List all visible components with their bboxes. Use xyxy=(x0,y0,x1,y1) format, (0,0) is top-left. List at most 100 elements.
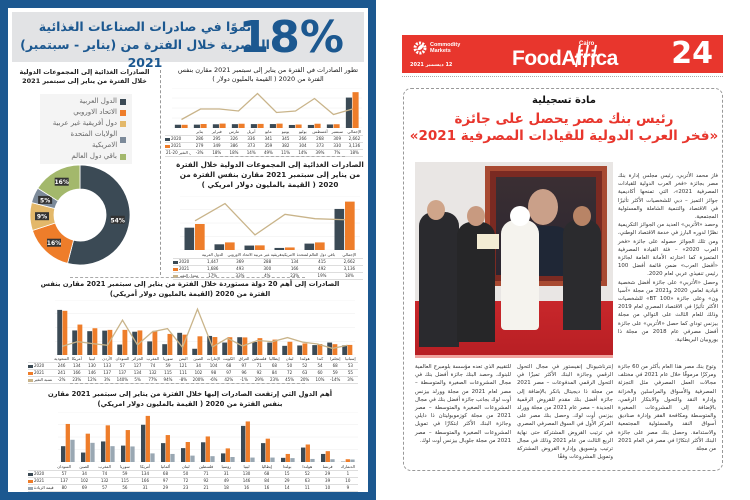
article-paragraph: وحصل «الأتربي» على جائزة أفضل شخصية قياد… xyxy=(618,279,719,344)
bar-قيمة الزيادة-فرنسا xyxy=(330,459,335,462)
category-label: بولندا xyxy=(276,464,298,471)
table-cell: 359 xyxy=(259,143,277,150)
bar-2021-اليمن xyxy=(182,334,188,355)
table-cell: 102 xyxy=(74,478,95,485)
bar-2021-ليبيا xyxy=(245,421,250,462)
category-label: هولندا xyxy=(297,464,318,471)
table-cell: 16 xyxy=(256,485,277,492)
table-cell: 166 xyxy=(69,370,85,377)
wheat-logo-icon xyxy=(574,44,598,68)
bar-2021-الدول العربية xyxy=(195,223,205,250)
table-cell: 1,686 xyxy=(199,266,227,273)
partner-logo-text: Commodity Markets xyxy=(430,42,461,54)
series-swatch xyxy=(173,260,178,264)
table-cell: 57 xyxy=(114,363,130,370)
table-cell: 68 xyxy=(155,471,176,478)
bar-قيمة الزيادة-المغرب xyxy=(110,446,115,462)
bar-2021-السعودية xyxy=(62,310,68,355)
table-cell: 34 xyxy=(190,363,206,370)
person xyxy=(419,212,459,347)
table-cell: 121 xyxy=(175,363,191,370)
bar-2020-الدول العربية xyxy=(184,227,195,250)
row-label: معدل التغير 20-21 xyxy=(165,150,191,157)
table-cell: 132 xyxy=(94,478,115,485)
page-number: 24 xyxy=(671,36,713,71)
table-cell: 373 xyxy=(311,143,329,150)
article-intro: فاز محمد الأتربي، رئيس مجلس إدارة بنك مص… xyxy=(618,172,718,344)
table-cell: 74 xyxy=(94,471,115,478)
table-cell: 52 xyxy=(297,471,318,478)
series-swatch xyxy=(28,378,33,382)
donut-slice-الدول العربية xyxy=(67,164,131,266)
category-label: إسبانيا xyxy=(342,356,358,363)
bar-2020-العراق xyxy=(237,337,243,355)
bar-2021-الاتحاد الاوروبي xyxy=(225,242,235,250)
category-label: روسيا xyxy=(216,464,237,471)
brand-name: FoodAfrica xyxy=(512,47,618,70)
bar-2021-المغرب xyxy=(105,425,110,462)
table-cell: 295 xyxy=(208,136,226,143)
top20-exports-table: السعودية أمريكا ليبيا الأردن السودان الجزائر ا… xyxy=(28,356,358,384)
table-cell: 71 xyxy=(195,471,217,478)
category-label: الصين xyxy=(74,464,95,471)
bar-2020-ليبيا xyxy=(241,425,246,462)
table-cell: 34 xyxy=(74,471,95,478)
table-cell: 134 xyxy=(135,471,156,478)
slice-label: 5% xyxy=(40,197,50,204)
bar-2021-الإجمالي xyxy=(345,201,355,250)
bar-2021-لبنان xyxy=(287,341,293,355)
slice-label: 54% xyxy=(111,217,125,224)
table-cell: 92 xyxy=(251,370,267,377)
table-cell: 18% xyxy=(335,273,363,280)
bar-2021-إنجلترا xyxy=(332,344,338,355)
table-corner xyxy=(173,252,199,259)
table-cell: 92 xyxy=(195,478,217,485)
table-cell: 53 xyxy=(342,363,358,370)
bar-2020-إنجلترا xyxy=(327,342,333,355)
bar-2020-أغسطس xyxy=(307,124,314,128)
series-name: نسبة التغير xyxy=(34,377,53,382)
table-cell: 115 xyxy=(160,370,176,377)
article-box: مادة تسجيلية رئيس بنك مصر يحصل على جائزة… xyxy=(403,88,723,471)
table-cell: 373 xyxy=(242,143,260,150)
table-cell: 96 xyxy=(236,370,252,377)
person xyxy=(501,220,539,330)
table-cell: 19% xyxy=(308,273,336,280)
series-swatch xyxy=(165,137,170,141)
category-label: العراق xyxy=(236,356,252,363)
category-label: إيطاليا xyxy=(256,464,277,471)
bar-قيمة الزيادة-ليبيا xyxy=(250,457,255,462)
table-cell: 341 xyxy=(259,136,277,143)
bar-2021-بولندا xyxy=(285,453,290,462)
article-column: للتقييم الذي تعده مؤسسة بلومبرج العالمية… xyxy=(415,364,511,444)
table-cell: 286 xyxy=(191,136,209,143)
category-label: سوريا xyxy=(114,464,136,471)
legend-label: باقي دول العالم xyxy=(71,152,117,160)
table-cell: 15 xyxy=(276,471,298,478)
legend-label: الولايات المتحدة الامريكية xyxy=(70,130,118,149)
category-label: لبنان xyxy=(281,356,298,363)
bar-2021-الولايات المتحدة الامريكية xyxy=(285,247,295,250)
pie-legend: الدول العربية الاتحاد الاوروبي دول أفريقية… xyxy=(40,94,132,164)
gear-leaf-logo-icon xyxy=(413,41,427,55)
bar-2021-يناير xyxy=(181,124,188,128)
issue-date: 12 ديسمبر 2021 xyxy=(410,62,453,68)
table-cell: 80 xyxy=(54,485,75,492)
section-divider xyxy=(215,156,345,157)
category-label: أمريكا xyxy=(69,356,85,363)
bar-2020-إيطاليا xyxy=(261,443,266,462)
category-label: فلسطين xyxy=(251,356,267,363)
bar-2021-السودان xyxy=(65,423,70,462)
headline-number: 18% xyxy=(238,12,344,63)
bar-2020-الاتحاد الاوروبي xyxy=(214,244,225,250)
series-swatch xyxy=(28,371,33,375)
legend-item: الاتحاد الاوروبي xyxy=(46,107,126,118)
growth-line xyxy=(181,92,353,121)
bar-2021-مارس xyxy=(219,123,226,128)
bar-2021-أبريل xyxy=(238,123,245,128)
table-cell: 31 xyxy=(216,471,237,478)
category-label: سبتمبر xyxy=(328,129,346,136)
table-cell: 68 xyxy=(266,363,282,370)
bar-2021-سوريا xyxy=(125,430,130,462)
table-cell: 59 xyxy=(160,363,176,370)
